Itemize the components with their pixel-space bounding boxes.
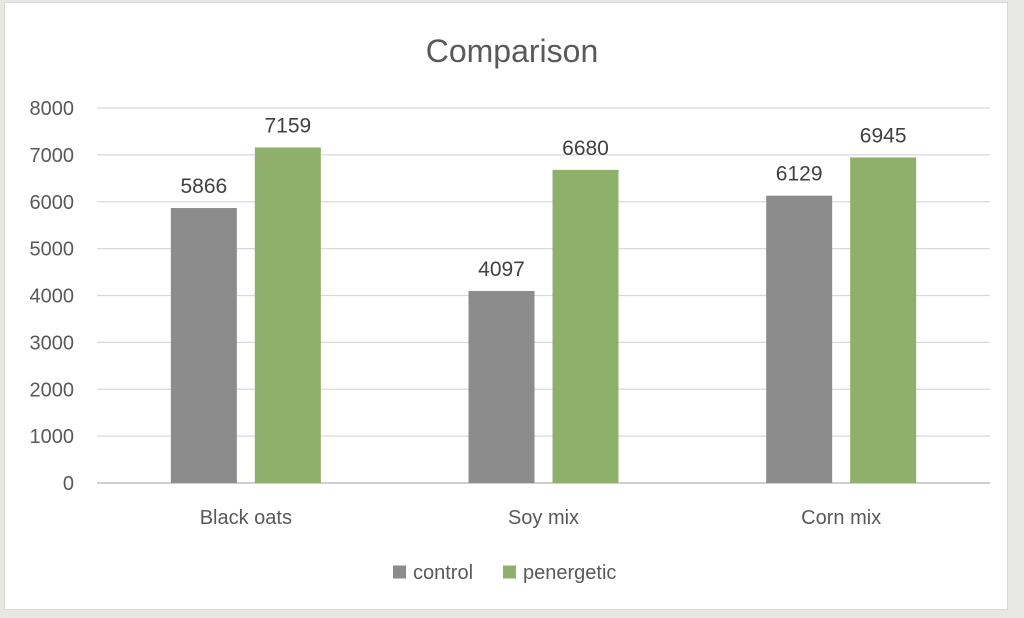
data-label: 6129	[776, 163, 823, 186]
x-category-label: Black oats	[200, 507, 292, 529]
data-label: 4097	[478, 258, 525, 281]
data-label: 6945	[860, 124, 907, 147]
x-category-label: Soy mix	[508, 507, 579, 529]
gridlines	[97, 107, 990, 484]
legend-swatch-control	[393, 565, 406, 579]
bar-control-2	[766, 195, 833, 483]
bar-penergetic-0	[254, 147, 321, 483]
y-tick-label: 2000	[30, 379, 75, 401]
legend-swatch-penergetic	[503, 565, 516, 579]
legend-label-control: control	[413, 562, 473, 584]
x-category-label: Corn mix	[801, 507, 881, 529]
data-labels: 5866 7159 4097 6680 6129 6945	[180, 114, 906, 281]
y-tick-label: 3000	[30, 332, 75, 354]
legend-label-penergetic: penergetic	[523, 562, 616, 584]
bar-control-0	[170, 208, 237, 483]
data-label: 6680	[562, 137, 609, 160]
x-axis-categories: Black oats Soy mix Corn mix	[200, 507, 881, 529]
y-tick-label: 0	[63, 473, 74, 495]
data-label: 7159	[264, 114, 311, 137]
y-tick-label: 4000	[30, 286, 75, 308]
bar-control-1	[468, 290, 535, 483]
y-tick-label: 5000	[30, 239, 75, 261]
legend: control penergetic	[393, 562, 616, 584]
bar-penergetic-1	[552, 169, 619, 483]
y-tick-label: 7000	[30, 145, 75, 167]
bar-penergetic-2	[850, 157, 917, 483]
y-tick-label: 8000	[30, 98, 75, 120]
bars	[170, 147, 917, 483]
data-label: 5866	[180, 175, 227, 198]
y-tick-label: 1000	[30, 426, 75, 448]
chart-title: Comparison	[426, 33, 599, 69]
y-tick-label: 6000	[30, 192, 75, 214]
y-axis-ticks: 0 1000 2000 3000 4000 5000 6000 7000 8000	[30, 98, 75, 495]
